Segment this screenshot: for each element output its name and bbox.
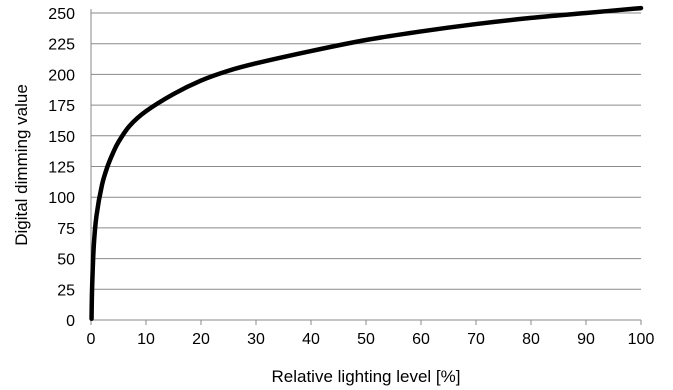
x-tick-label-30: 30 [247,331,265,348]
x-tick-label-60: 60 [412,331,430,348]
y-tick-label-175: 175 [48,98,75,115]
x-tick-label-90: 90 [577,331,595,348]
y-tick-label-100: 100 [48,190,75,207]
x-axis-title: Relative lighting level [%] [272,367,461,386]
y-tick-label-25: 25 [57,282,75,299]
y-tick-label-0: 0 [66,313,75,330]
x-axis [90,319,642,325]
x-tick-label-10: 10 [137,331,155,348]
x-tick-label-50: 50 [357,331,375,348]
y-tick-label-150: 150 [48,129,75,146]
gridlines [91,12,641,290]
x-tick-label-100: 100 [628,331,655,348]
y-tick-label-200: 200 [48,67,75,84]
series-group [89,5,644,322]
y-tick-label-75: 75 [57,221,75,238]
x-tick-label-40: 40 [302,331,320,348]
y-tick-label-50: 50 [57,252,75,269]
x-tick-label-0: 0 [87,331,96,348]
y-tick-labels: 0 25 50 75 100 125 150 175 200 225 250 [48,6,75,330]
x-tick-label-80: 80 [522,331,540,348]
y-tick-label-125: 125 [48,160,75,177]
x-tick-label-20: 20 [192,331,210,348]
x-tick-label-70: 70 [467,331,485,348]
x-tick-labels: 0 10 20 30 40 50 60 70 80 90 100 [87,331,655,348]
y-tick-label-250: 250 [48,6,75,23]
y-axis-title: Digital dimming value [12,84,31,246]
series-line-1 [89,5,644,322]
y-tick-label-225: 225 [48,37,75,54]
